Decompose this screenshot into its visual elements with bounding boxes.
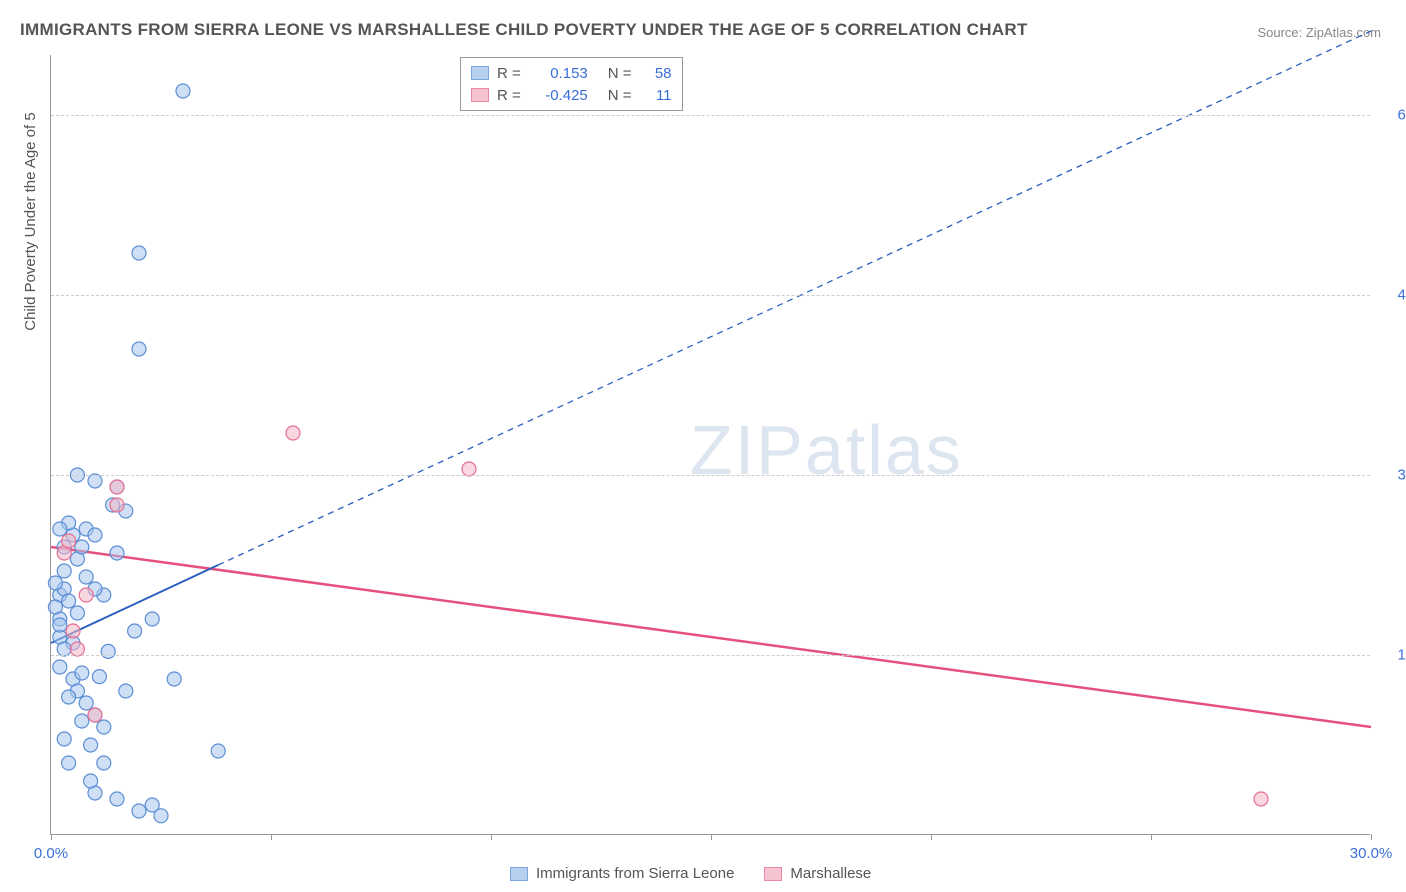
gridline (51, 115, 1370, 116)
source-label: Source: ZipAtlas.com (1257, 25, 1381, 40)
x-tick (271, 834, 272, 840)
data-point-sierra_leone (75, 714, 89, 728)
data-point-sierra_leone (110, 546, 124, 560)
y-tick-label: 45.0% (1380, 287, 1406, 304)
data-point-marshallese (79, 588, 93, 602)
data-point-sierra_leone (75, 666, 89, 680)
data-point-marshallese (110, 498, 124, 512)
x-tick (931, 834, 932, 840)
data-point-sierra_leone (110, 792, 124, 806)
series-legend: Immigrants from Sierra Leone Marshallese (510, 865, 871, 882)
watermark-atlas: atlas (805, 411, 963, 489)
data-point-marshallese (62, 534, 76, 548)
data-point-sierra_leone (132, 246, 146, 260)
y-tick-label: 15.0% (1380, 647, 1406, 664)
r-value-sierra: 0.153 (533, 65, 588, 82)
data-point-sierra_leone (79, 570, 93, 584)
data-point-sierra_leone (57, 642, 71, 656)
r-label: R = (497, 65, 521, 82)
trend-line-marshallese (51, 547, 1371, 727)
legend-label-marshallese: Marshallese (790, 865, 871, 882)
data-point-sierra_leone (57, 732, 71, 746)
data-point-marshallese (110, 480, 124, 494)
n-label: N = (608, 65, 632, 82)
data-point-sierra_leone (53, 522, 67, 536)
data-point-sierra_leone (62, 594, 76, 608)
gridline (51, 655, 1370, 656)
watermark-zip: ZIP (690, 411, 805, 489)
data-point-sierra_leone (84, 738, 98, 752)
legend-row-sierra: R = 0.153 N = 58 (471, 62, 672, 84)
data-point-marshallese (286, 426, 300, 440)
swatch-sierra-icon (471, 66, 489, 80)
x-tick-label: 30.0% (1350, 845, 1393, 862)
legend-label-sierra: Immigrants from Sierra Leone (536, 865, 734, 882)
y-axis-label: Child Poverty Under the Age of 5 (22, 112, 39, 330)
data-point-sierra_leone (154, 809, 168, 823)
data-point-sierra_leone (62, 690, 76, 704)
data-point-sierra_leone (62, 756, 76, 770)
swatch-marshallese-icon (471, 88, 489, 102)
x-tick (1151, 834, 1152, 840)
x-tick-label: 0.0% (34, 845, 68, 862)
legend-row-marshallese: R = -0.425 N = 11 (471, 84, 672, 106)
n-value-marshallese: 11 (644, 87, 672, 104)
data-point-sierra_leone (84, 774, 98, 788)
data-point-sierra_leone (101, 644, 115, 658)
data-point-sierra_leone (48, 600, 62, 614)
chart-container: IMMIGRANTS FROM SIERRA LEONE VS MARSHALL… (0, 0, 1406, 892)
x-tick (491, 834, 492, 840)
data-point-marshallese (70, 642, 84, 656)
x-tick (51, 834, 52, 840)
data-point-sierra_leone (88, 474, 102, 488)
watermark: ZIPatlas (690, 410, 963, 490)
data-point-sierra_leone (53, 660, 67, 674)
data-point-marshallese (88, 708, 102, 722)
data-point-sierra_leone (57, 564, 71, 578)
data-point-sierra_leone (97, 720, 111, 734)
swatch-sierra-icon (510, 867, 528, 881)
legend-item-marshallese: Marshallese (764, 865, 871, 882)
swatch-marshallese-icon (764, 867, 782, 881)
y-tick-label: 30.0% (1380, 467, 1406, 484)
data-point-sierra_leone (167, 672, 181, 686)
data-point-marshallese (66, 624, 80, 638)
data-point-sierra_leone (97, 756, 111, 770)
data-point-sierra_leone (92, 670, 106, 684)
r-value-marshallese: -0.425 (533, 87, 588, 104)
data-point-sierra_leone (132, 342, 146, 356)
x-tick (711, 834, 712, 840)
legend-item-sierra: Immigrants from Sierra Leone (510, 865, 734, 882)
data-point-sierra_leone (79, 696, 93, 710)
n-label: N = (608, 87, 632, 104)
data-point-sierra_leone (75, 540, 89, 554)
x-tick (1371, 834, 1372, 840)
data-point-marshallese (462, 462, 476, 476)
data-point-sierra_leone (119, 684, 133, 698)
gridline (51, 295, 1370, 296)
data-point-sierra_leone (128, 624, 142, 638)
data-point-sierra_leone (53, 618, 67, 632)
data-point-sierra_leone (211, 744, 225, 758)
data-point-sierra_leone (145, 612, 159, 626)
data-point-sierra_leone (48, 576, 62, 590)
correlation-legend: R = 0.153 N = 58 R = -0.425 N = 11 (460, 57, 683, 111)
data-point-sierra_leone (132, 804, 146, 818)
r-label: R = (497, 87, 521, 104)
chart-title: IMMIGRANTS FROM SIERRA LEONE VS MARSHALL… (20, 20, 1028, 40)
data-point-sierra_leone (176, 84, 190, 98)
data-point-sierra_leone (70, 606, 84, 620)
data-point-marshallese (1254, 792, 1268, 806)
data-point-sierra_leone (88, 528, 102, 542)
n-value-sierra: 58 (644, 65, 672, 82)
y-tick-label: 60.0% (1380, 107, 1406, 124)
